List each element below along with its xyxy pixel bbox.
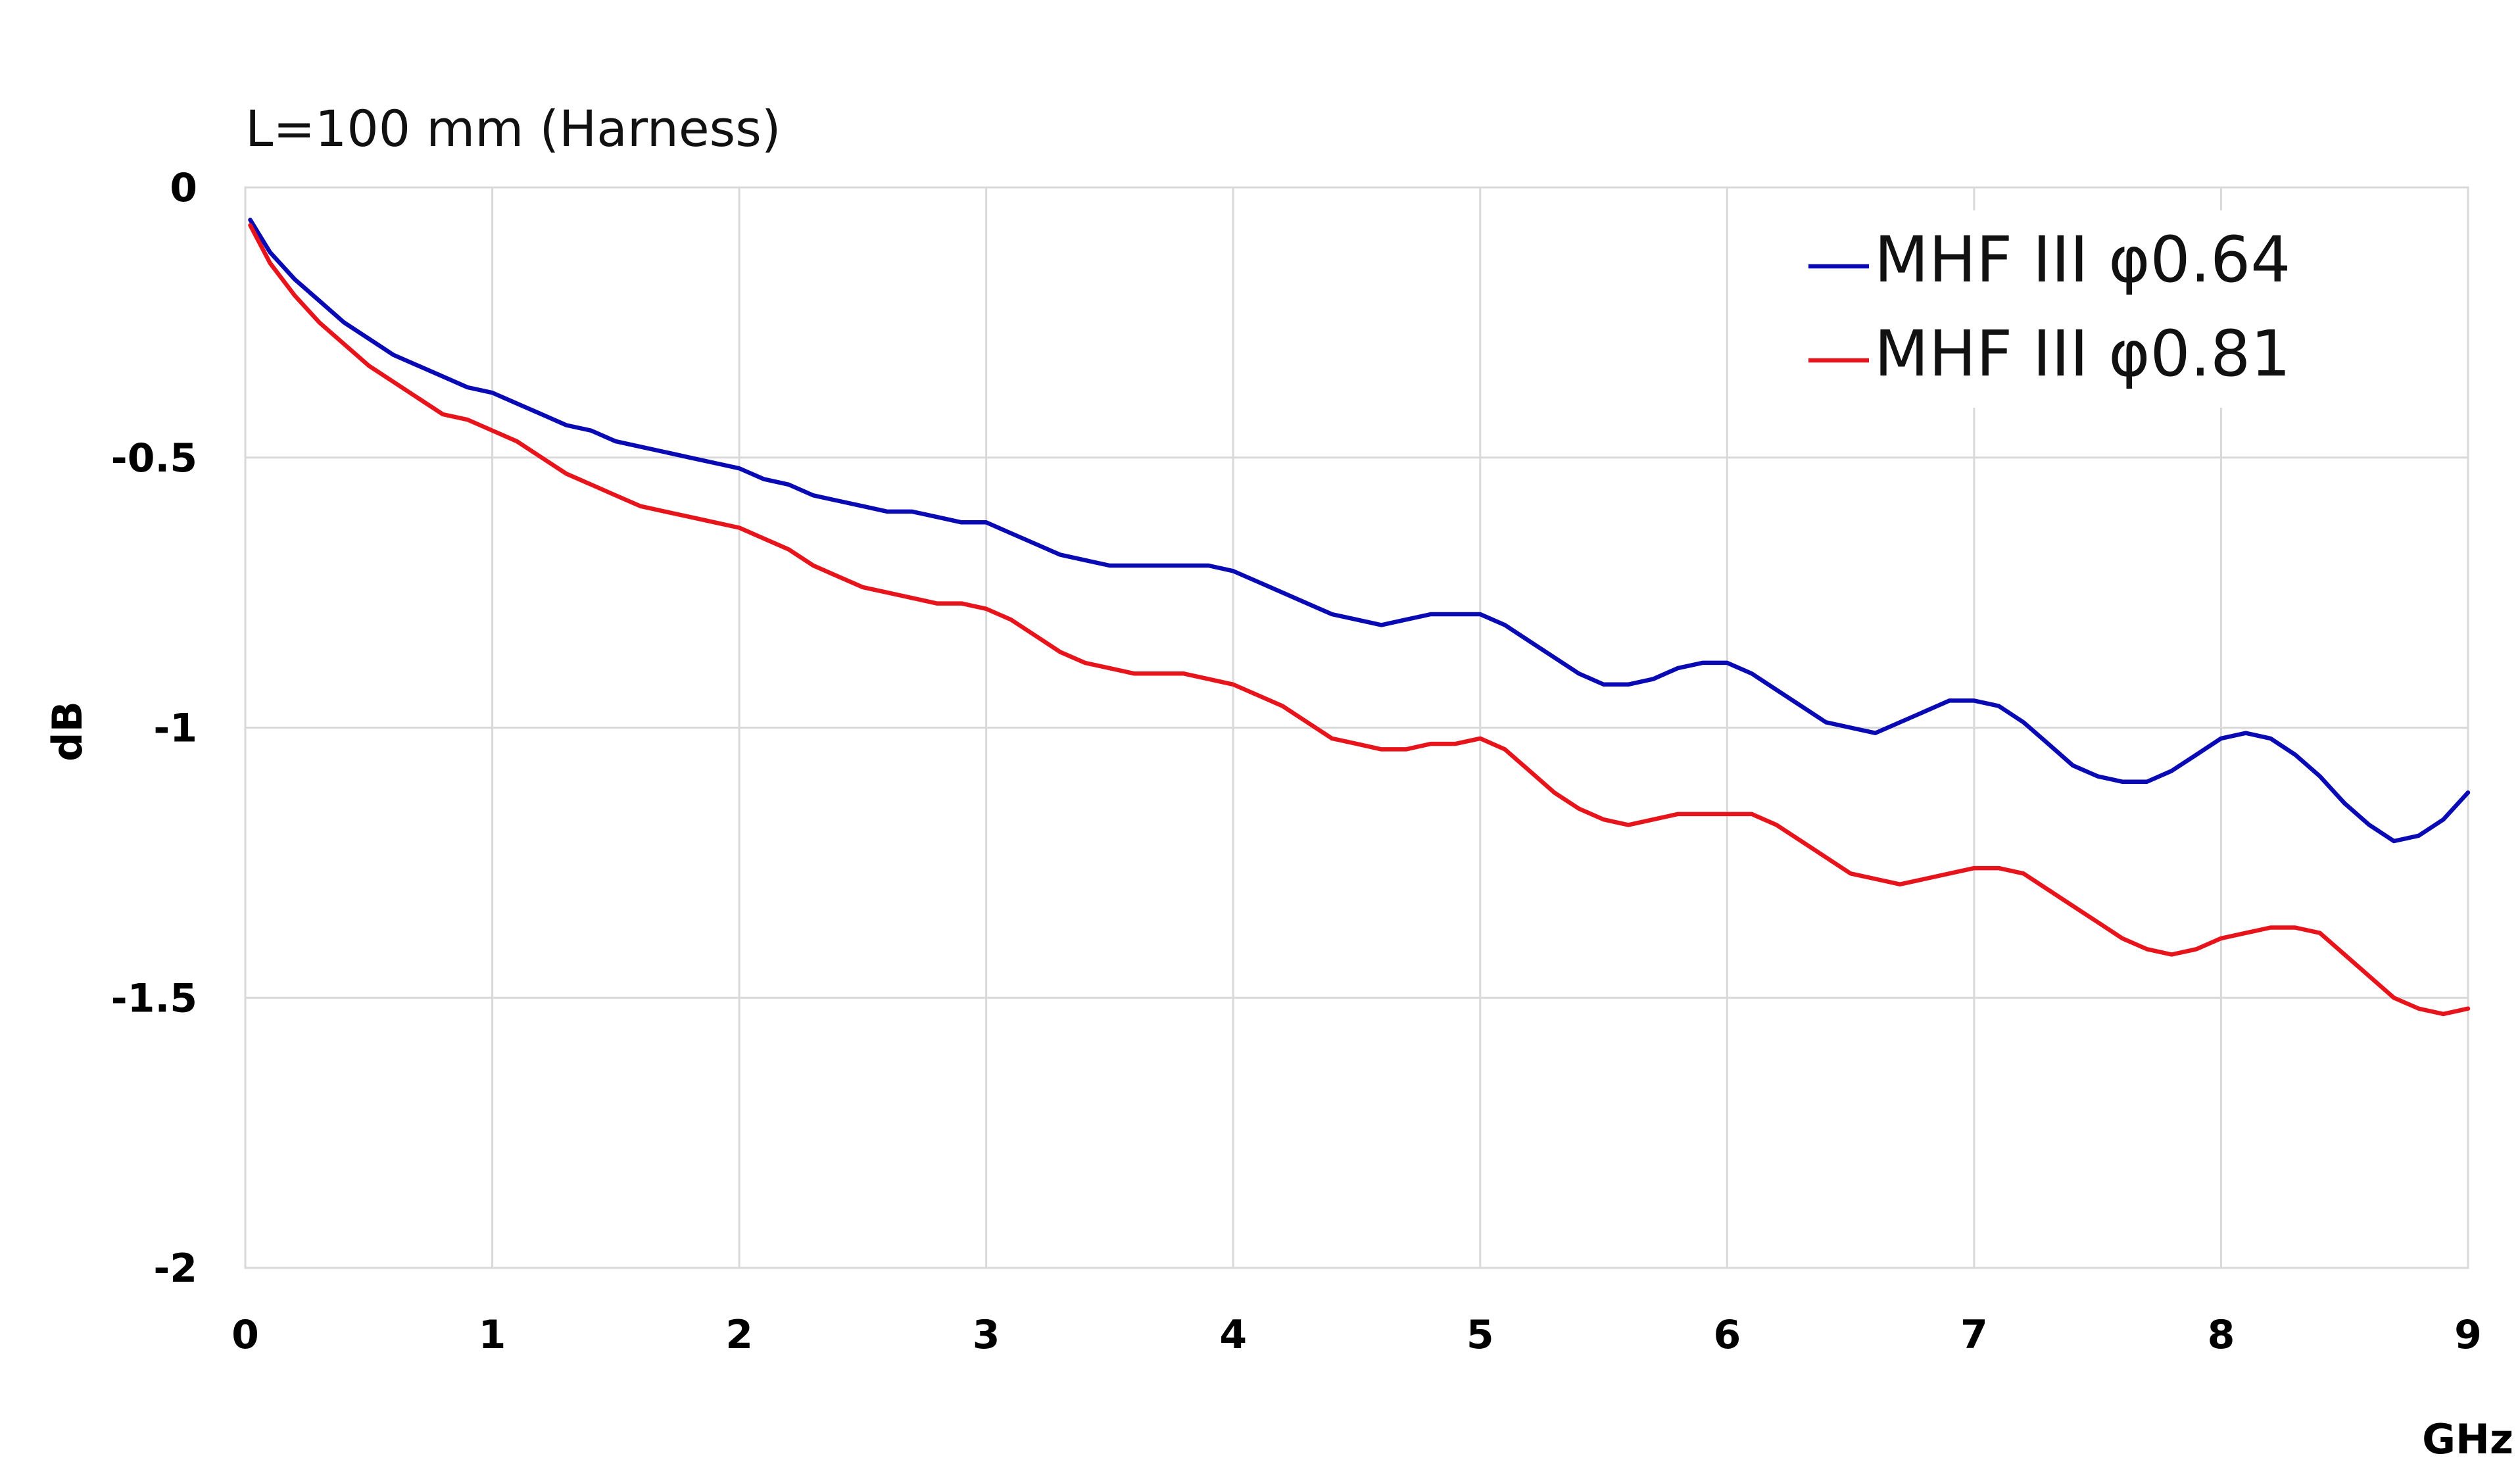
legend-label-series-1: MHF III φ0.64 [1874,223,2290,297]
legend-background [1795,210,2374,408]
x-tick-label: 5 [1466,1312,1494,1358]
series-line-2 [248,223,2471,1017]
x-tick-label: 1 [479,1312,506,1358]
x-tick-label: 0 [231,1312,259,1358]
x-tick-label: 7 [1960,1312,1988,1358]
y-axis-title: dB [43,701,91,762]
legend: MHF III φ0.64 MHF III φ0.81 [1795,210,2374,408]
legend-label-series-2: MHF III φ0.81 [1874,317,2290,391]
series-group [248,218,2471,1017]
y-tick-label: 0 [170,165,197,211]
plot-area-frame [244,186,2469,1269]
y-tick-label: -1.5 [111,975,197,1021]
x-tick-label: 2 [725,1312,753,1358]
x-tick-label: 4 [1219,1312,1247,1358]
series-line-1 [248,218,2471,844]
x-axis-tick-labels: 0 1 2 3 4 5 6 7 8 9 [231,1312,2482,1358]
x-tick-label: 3 [973,1312,1000,1358]
y-tick-label: -1 [153,706,197,752]
x-tick-label: 6 [1713,1312,1741,1358]
y-tick-label: -2 [153,1246,197,1292]
y-axis-tick-labels: 0 -0.5 -1 -1.5 -2 [111,165,197,1292]
x-tick-label: 8 [2208,1312,2235,1358]
chart-title: L=100 mm (Harness) [245,99,781,158]
x-axis-title: GHz [2422,1415,2513,1463]
x-tick-label: 9 [2454,1312,2482,1358]
y-tick-label: -0.5 [111,435,197,481]
